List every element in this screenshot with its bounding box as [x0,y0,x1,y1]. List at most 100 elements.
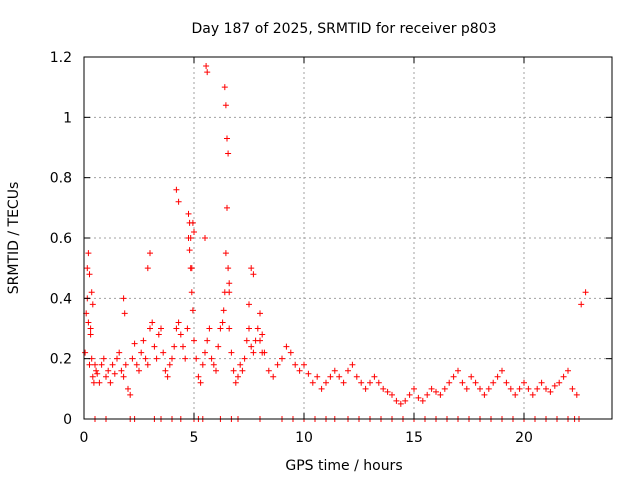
data-point [188,265,195,272]
data-point [503,379,510,386]
data-point [114,355,120,362]
x-tick-label: 15 [405,430,423,446]
data-point [87,331,94,338]
data-point [144,265,151,272]
data-point [433,388,439,395]
data-point [582,289,589,296]
data-point [529,391,536,398]
data-point [367,379,373,386]
data-point [98,361,105,368]
data-point [228,349,235,356]
plot-frame [83,56,613,420]
data-point [109,361,116,368]
data-point [296,367,303,374]
data-point [171,343,178,350]
data-point [155,331,162,338]
data-point [237,361,244,368]
data-point [175,319,182,326]
data-point [331,367,338,374]
y-tick-label: 0.6 [50,231,72,247]
data-point [89,373,96,380]
data-point [472,379,479,386]
data-point [428,385,435,392]
data-point [455,367,461,374]
data-point [402,397,409,404]
data-point [136,367,142,374]
data-point [441,385,448,392]
data-point [225,150,232,157]
data-point [246,325,252,332]
x-tick-label: 5 [190,430,199,446]
data-point [189,307,196,314]
data-point [111,370,118,377]
data-point [202,349,208,356]
data-point [389,391,395,398]
data-point [254,325,261,332]
y-axis-label: SRMTID / TECUs [6,182,22,295]
data-point [120,295,127,302]
data-point [459,379,466,386]
data-point [250,271,257,278]
data-point [538,379,545,386]
data-point [158,325,164,332]
data-point [270,373,277,380]
data-point [424,391,431,398]
data-point [160,349,167,356]
data-point [437,391,444,398]
data-point [485,385,492,392]
data-point [499,367,505,374]
data-point [494,373,501,380]
data-point [375,379,382,386]
data-point [92,361,98,368]
data-point [100,355,107,362]
data-point [182,355,189,362]
data-point [197,379,204,386]
data-point [226,289,233,296]
data-point [213,367,219,374]
data-point [248,343,255,350]
data-point [415,394,422,401]
grid [84,57,612,419]
data-point [202,235,208,241]
data-point [153,355,160,362]
x-axis-label: GPS time / hours [285,458,402,474]
data-point [353,373,360,380]
data-point [516,385,523,392]
data-point [116,349,123,356]
data-point [225,265,232,272]
data-point [397,400,404,407]
data-point [224,204,230,211]
data-point [560,373,567,380]
data-point [305,370,312,377]
tick-labels: 0 0.2 0.4 0.6 0.8 1 1.2 0 5 10 15 20 [50,50,533,446]
data-point [188,289,195,296]
data-point [257,337,263,344]
data-point [327,373,334,380]
data-point [349,361,356,368]
data-point [203,63,210,70]
data-point [406,391,413,398]
data-point [206,325,213,332]
data-point [193,355,200,362]
data-point [221,84,228,91]
data-point [468,373,475,380]
chart-title: Day 187 of 2025, SRMTID for receiver p80… [191,21,496,37]
data-point [220,307,227,314]
data-point [222,250,229,257]
y-tick-label: 1.2 [50,50,72,66]
data-point [248,265,255,272]
data-point [309,379,316,386]
data-point [94,370,101,377]
data-point [222,102,229,109]
data-point [164,373,171,380]
data-point [121,310,128,317]
data-point [180,343,186,350]
data-point [129,355,136,362]
data-point [87,325,94,332]
data-point [243,337,250,344]
x-tick-label: 0 [80,430,89,446]
data-point [565,367,571,374]
data-point [125,385,131,392]
data-point [133,361,140,368]
